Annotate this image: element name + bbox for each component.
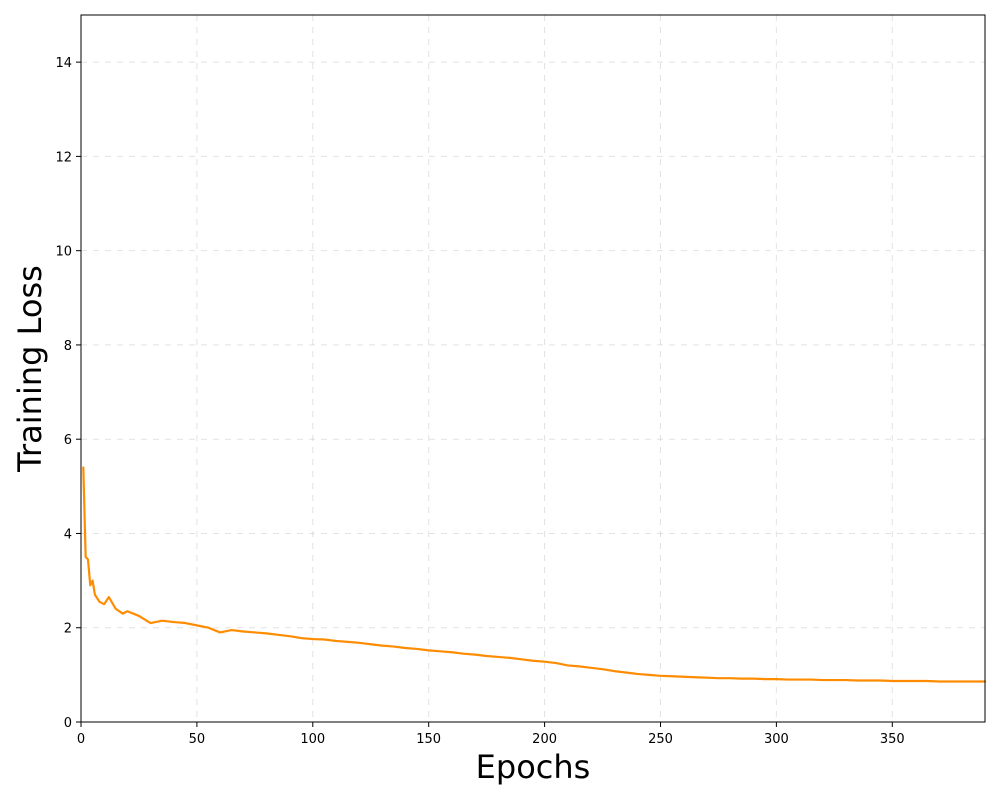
plot-frame bbox=[80, 14, 986, 723]
x-tick-label: 100 bbox=[300, 732, 325, 747]
y-tick-label: 2 bbox=[64, 622, 72, 637]
x-tick-label: 0 bbox=[77, 732, 85, 747]
x-tick-label: 250 bbox=[648, 732, 673, 747]
y-axis-ticks: 0 2 4 6 8 10 12 14 bbox=[55, 56, 81, 731]
x-axis-label: Epochs bbox=[476, 748, 591, 786]
y-tick-label: 10 bbox=[55, 245, 72, 260]
grid bbox=[81, 15, 985, 722]
x-tick-label: 50 bbox=[189, 732, 206, 747]
y-tick-label: 14 bbox=[55, 56, 72, 71]
x-axis-ticks: 0 50 100 150 200 250 300 350 bbox=[77, 722, 905, 747]
y-tick-label: 0 bbox=[64, 716, 72, 731]
series-layer bbox=[82, 466, 987, 683]
x-tick-label: 200 bbox=[532, 732, 557, 747]
y-tick-label: 6 bbox=[64, 433, 72, 448]
y-tick-label: 12 bbox=[55, 150, 72, 165]
y-tick-label: 4 bbox=[64, 527, 72, 542]
x-tick-label: 350 bbox=[880, 732, 905, 747]
series-line bbox=[82, 466, 987, 683]
x-tick-label: 300 bbox=[764, 732, 789, 747]
y-tick-label: 8 bbox=[64, 339, 72, 354]
y-axis-label: Training Loss bbox=[11, 265, 49, 473]
x-tick-label: 150 bbox=[416, 732, 441, 747]
